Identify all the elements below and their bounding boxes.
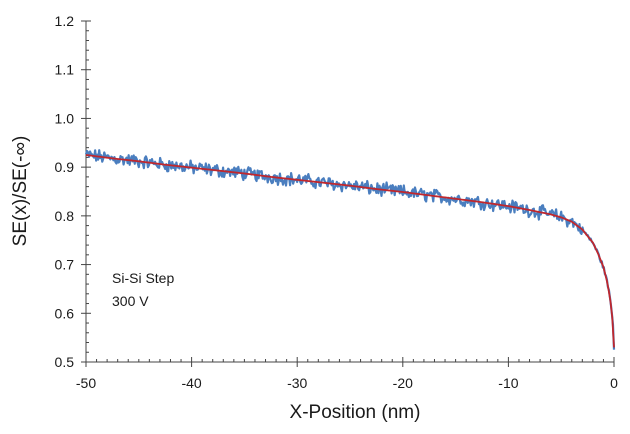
y-tick-label: 1.0: [55, 110, 75, 126]
x-tick-label: -10: [498, 375, 518, 391]
x-tick-label: -30: [287, 375, 307, 391]
y-tick-label: 0.8: [55, 208, 75, 224]
x-tick-label: -40: [181, 375, 201, 391]
y-tick-label: 1.2: [55, 13, 75, 29]
y-tick-label: 1.1: [55, 62, 75, 78]
y-tick-label: 0.5: [55, 354, 75, 370]
x-axis-ticks: -50 -40 -30 -20 -10 0: [76, 357, 618, 391]
chart-axes: [85, 21, 614, 363]
y-axis-ticks: 0.5 0.6 0.7 0.8 0.9 1.0 1.1 1.2: [55, 13, 91, 370]
x-tick-label: -50: [76, 375, 96, 391]
fit-series-line: [85, 154, 615, 348]
y-tick-label: 0.6: [55, 305, 75, 321]
x-axis-title: X-Position (nm): [290, 402, 421, 423]
y-tick-label: 0.7: [55, 257, 75, 273]
y-tick-label: 0.9: [55, 159, 75, 175]
y-axis-title: SE(x)/SE(-∞): [10, 136, 31, 247]
annotation-sample: Si-Si Step: [112, 270, 174, 286]
x-tick-label: 0: [610, 375, 618, 391]
annotation-voltage: 300 V: [112, 293, 149, 309]
measured-series-line: [84, 149, 616, 350]
series-layer: [84, 149, 616, 350]
x-tick-label: -20: [393, 375, 413, 391]
